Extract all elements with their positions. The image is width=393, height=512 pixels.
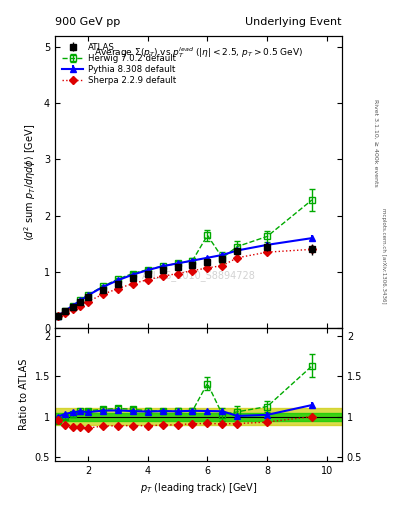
Text: mcplots.cern.ch [arXiv:1306.3436]: mcplots.cern.ch [arXiv:1306.3436] bbox=[381, 208, 386, 304]
Bar bbox=[55, 409, 342, 424]
Legend: ATLAS, Herwig 7.0.2 default, Pythia 8.308 default, Sherpa 2.2.9 default: ATLAS, Herwig 7.0.2 default, Pythia 8.30… bbox=[59, 40, 178, 88]
Text: 900 GeV pp: 900 GeV pp bbox=[55, 16, 120, 27]
Bar bbox=[55, 413, 342, 420]
Y-axis label: $\langle d^2$ sum $p_T/d\eta d\phi\rangle$ [GeV]: $\langle d^2$ sum $p_T/d\eta d\phi\rangl… bbox=[22, 123, 39, 241]
Text: Rivet 3.1.10, ≥ 400k events: Rivet 3.1.10, ≥ 400k events bbox=[373, 99, 378, 187]
X-axis label: $p_T$ (leading track) [GeV]: $p_T$ (leading track) [GeV] bbox=[140, 481, 257, 495]
Text: Average $\Sigma(p_T)$ vs $p_T^{lead}$ ($|\eta| < 2.5$, $p_T > 0.5$ GeV): Average $\Sigma(p_T)$ vs $p_T^{lead}$ ($… bbox=[94, 45, 303, 59]
Y-axis label: Ratio to ATLAS: Ratio to ATLAS bbox=[19, 359, 29, 430]
Text: Underlying Event: Underlying Event bbox=[245, 16, 342, 27]
Text: ATLAS_2010_S8894728: ATLAS_2010_S8894728 bbox=[141, 270, 255, 281]
